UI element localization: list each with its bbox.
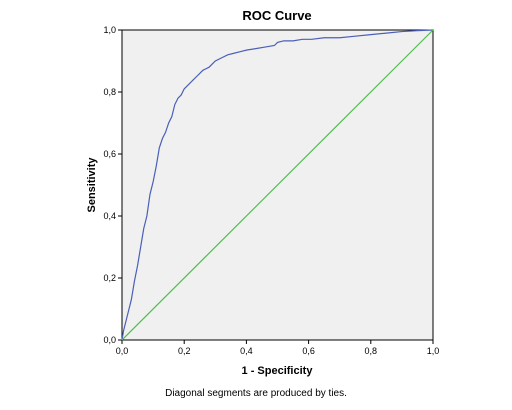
y-tick-label: 0,6 (103, 149, 116, 159)
reference-diagonal-line (121, 29, 434, 341)
y-axis-label: Sensitivity (86, 157, 98, 213)
roc-curve-line (121, 29, 434, 341)
y-tick-label: 1,0 (103, 25, 116, 35)
y-tick-label: 0,2 (103, 273, 116, 283)
y-tick-label: 0,0 (103, 335, 116, 345)
x-tick-label: 0,2 (178, 346, 191, 356)
footnote: Diagonal segments are produced by ties. (165, 388, 347, 399)
y-tick-label: 0,4 (103, 211, 116, 221)
roc-chart: 0,00,0 0,2 0,2 0,4 0,4 0,6 0,6 0,8 0,8 1,0 1,0 ROC… (86, 8, 440, 377)
x-axis-label: 1 - Specificity (242, 365, 314, 377)
x-tick-label: 0,8 (365, 346, 378, 356)
x-tick-label: 0,4 (240, 346, 253, 356)
chart-title: ROC Curve (242, 8, 311, 23)
x-tick-label: 1,0 (427, 346, 440, 356)
x-tick-label: 0,0 (116, 346, 129, 356)
x-tick-label: 0,6 (302, 346, 315, 356)
y-tick-label: 0,8 (103, 87, 116, 97)
